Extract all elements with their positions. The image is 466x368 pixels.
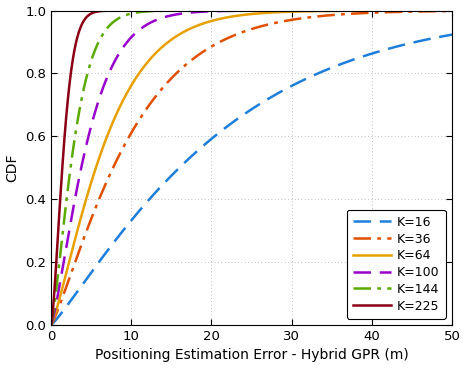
Legend: K=16, K=36, K=64, K=100, K=144, K=225: K=16, K=36, K=64, K=100, K=144, K=225 <box>347 209 446 319</box>
K=144 <box>69 159 74 163</box>
K=64 <box>69 251 74 255</box>
Y-axis label: CDF: CDF <box>6 153 20 182</box>
K=100 <box>69 216 74 220</box>
Line: K=64: K=64 <box>51 11 452 325</box>
K=64 <box>438 8 443 13</box>
K=144 <box>438 8 443 13</box>
K=100 <box>243 8 249 13</box>
K=225 <box>449 8 455 13</box>
K=100 <box>48 323 54 327</box>
K=144 <box>233 8 238 13</box>
K=64 <box>438 8 443 13</box>
Line: K=225: K=225 <box>51 11 452 325</box>
K=36 <box>364 11 370 15</box>
Line: K=100: K=100 <box>51 11 452 325</box>
K=100 <box>438 8 443 13</box>
K=64 <box>48 323 54 327</box>
K=16 <box>48 323 54 327</box>
K=16 <box>449 32 455 37</box>
Line: K=16: K=16 <box>51 35 452 325</box>
K=225 <box>364 8 370 13</box>
K=144 <box>449 8 455 13</box>
K=144 <box>424 8 430 13</box>
K=16 <box>364 53 370 57</box>
K=225 <box>438 8 443 13</box>
K=225 <box>210 8 215 13</box>
K=36 <box>449 9 455 13</box>
K=144 <box>48 323 54 327</box>
K=36 <box>48 323 54 327</box>
K=16 <box>233 118 238 123</box>
K=225 <box>233 8 238 13</box>
K=100 <box>438 8 443 13</box>
K=144 <box>438 8 443 13</box>
K=36 <box>438 9 443 13</box>
K=16 <box>243 111 249 115</box>
K=64 <box>364 8 370 13</box>
X-axis label: Positioning Estimation Error - Hybrid GPR (m): Positioning Estimation Error - Hybrid GP… <box>95 348 408 362</box>
K=36 <box>438 9 443 13</box>
K=225 <box>69 67 74 71</box>
K=16 <box>438 35 443 39</box>
K=225 <box>48 323 54 327</box>
K=64 <box>243 13 249 17</box>
Line: K=36: K=36 <box>51 11 452 325</box>
K=16 <box>438 35 443 39</box>
K=36 <box>243 29 249 33</box>
K=144 <box>364 8 370 13</box>
K=144 <box>243 8 249 13</box>
Line: K=144: K=144 <box>51 11 452 325</box>
K=64 <box>233 14 238 18</box>
K=225 <box>438 8 443 13</box>
K=225 <box>243 8 249 13</box>
K=64 <box>449 8 455 13</box>
K=36 <box>69 270 74 275</box>
K=16 <box>69 297 74 302</box>
K=100 <box>233 8 238 13</box>
K=100 <box>449 8 455 13</box>
K=100 <box>364 8 370 13</box>
K=36 <box>233 33 238 37</box>
